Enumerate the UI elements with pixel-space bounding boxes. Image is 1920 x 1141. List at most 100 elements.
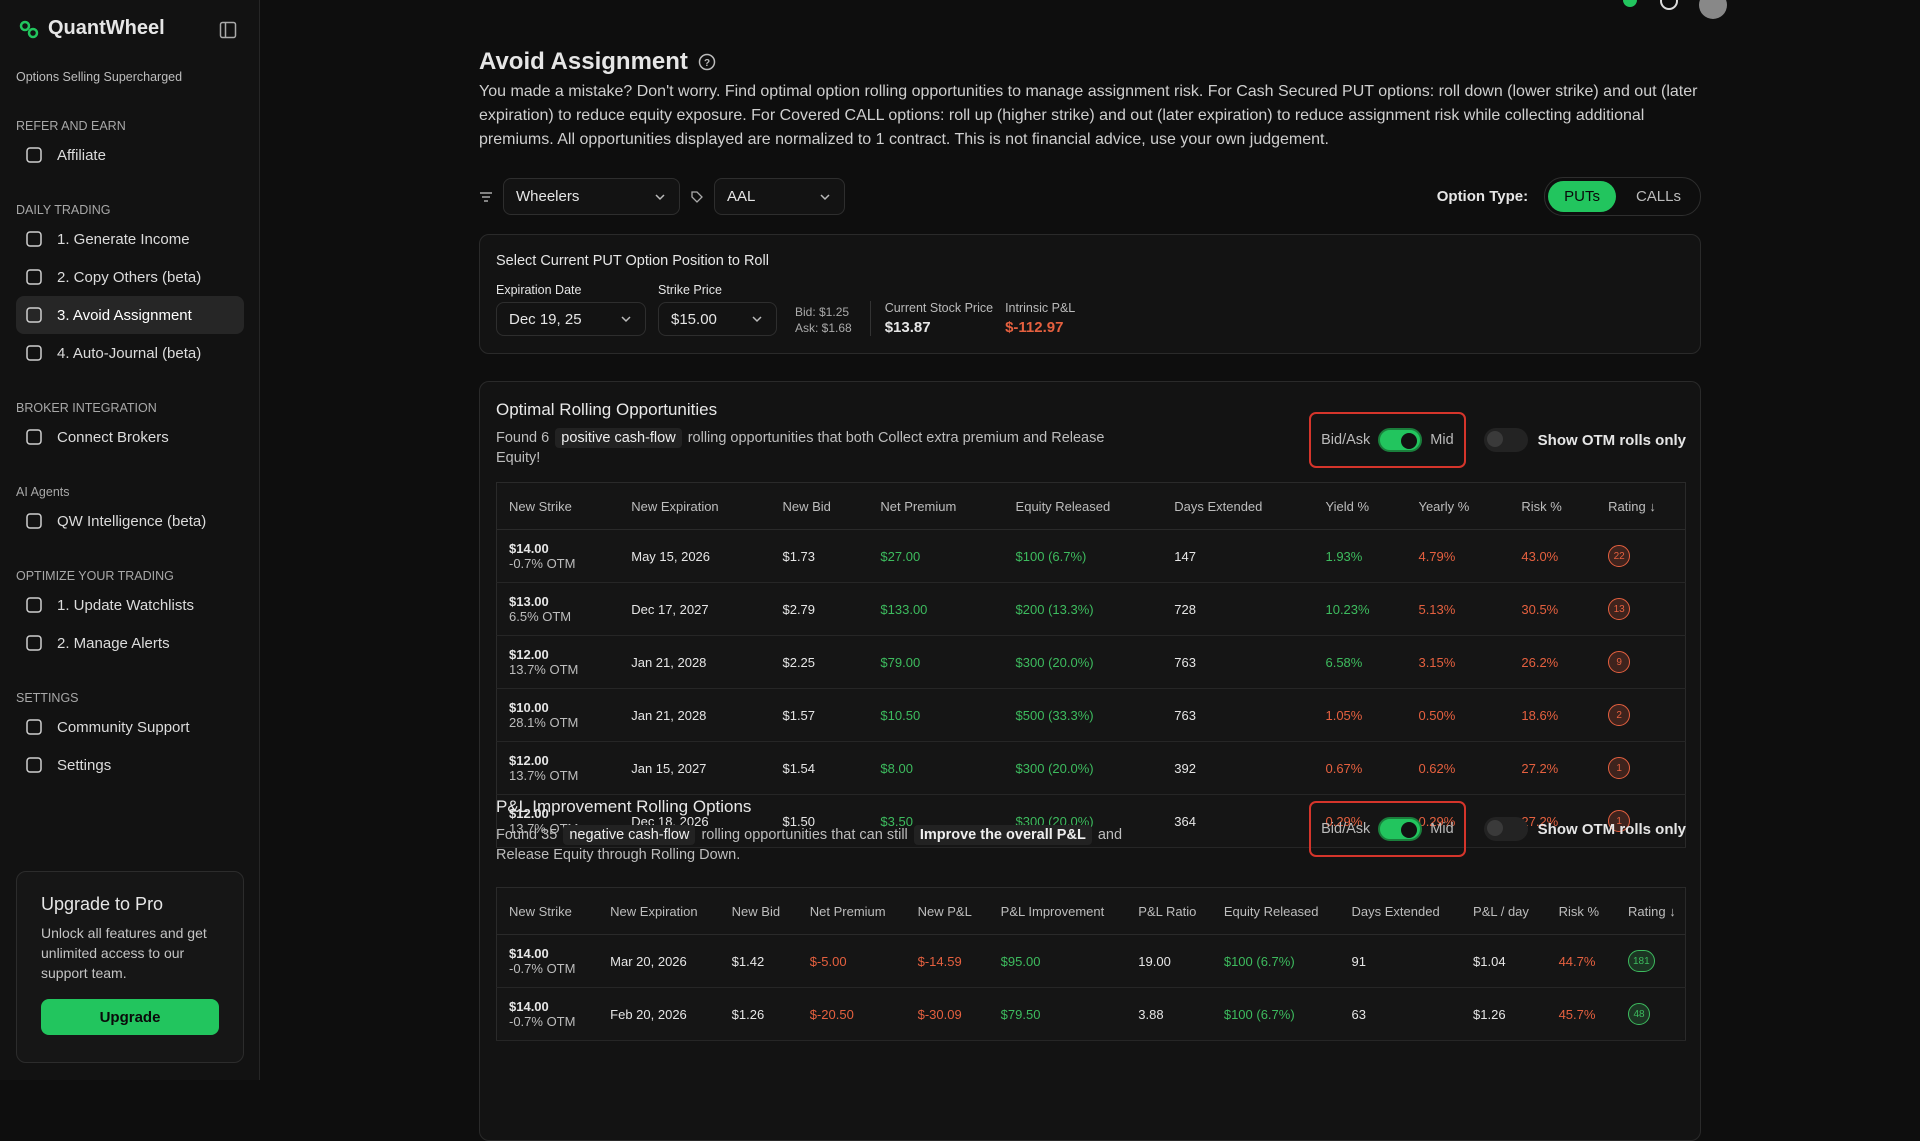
rating-badge: 181 [1628,950,1655,972]
column-header[interactable]: New Strike [497,888,599,935]
otm-percent: 6.5% OTM [509,609,618,624]
avatar[interactable] [1698,0,1728,20]
nav-item[interactable]: 3. Avoid Assignment [16,296,244,334]
dropdown-value: Dec 19, 25 [509,311,582,328]
cell: Jan 21, 2028 [619,636,770,689]
rating-cell: 48 [1616,988,1686,1041]
help-icon[interactable]: ? [698,53,716,71]
column-header[interactable]: Risk % [1547,888,1616,935]
section-title: REFER AND EARN [16,118,244,134]
column-header[interactable]: Net Premium [798,888,906,935]
option-type-button[interactable]: CALLs [1620,181,1697,212]
table-row[interactable]: $14.00-0.7% OTMMar 20, 2026$1.42$-5.00$-… [497,935,1686,988]
column-header[interactable]: Risk % [1509,483,1596,530]
column-header[interactable]: New Strike [497,483,620,530]
cell: $27.00 [868,530,1003,583]
nav-item[interactable]: 2. Manage Alerts [16,624,244,662]
switch[interactable] [1484,817,1528,841]
column-header[interactable]: Equity Released [1004,483,1163,530]
column-header[interactable]: New P&L [906,888,989,935]
summary-text: Found 6 [496,430,549,446]
nav-icon [25,718,43,736]
column-header[interactable]: Rating ↓ [1596,483,1685,530]
switch[interactable] [1484,428,1528,452]
nav-label: 4. Auto-Journal (beta) [57,345,201,362]
position-panel: Select Current PUT Option Position to Ro… [479,234,1701,354]
cell: $1.57 [770,689,868,742]
column-header[interactable]: New Bid [720,888,798,935]
switch[interactable] [1378,428,1422,452]
column-header[interactable]: Yield % [1313,483,1406,530]
brand-name: QuantWheel [48,17,165,40]
price-toggle: Bid/AskMid [1309,412,1466,468]
column-header[interactable]: New Expiration [619,483,770,530]
switch[interactable] [1378,817,1422,841]
nav-item[interactable]: Affiliate [16,136,244,174]
nav-item[interactable]: 2. Copy Others (beta) [16,258,244,296]
column-header[interactable]: P&L Improvement [989,888,1127,935]
option-type-button[interactable]: PUTs [1548,181,1616,212]
nav-icon [25,344,43,362]
upgrade-button[interactable]: Upgrade [41,999,219,1035]
column-header[interactable]: P&L / day [1461,888,1547,935]
column-header[interactable]: P&L Ratio [1126,888,1212,935]
column-header[interactable]: New Bid [770,483,868,530]
table-row[interactable]: $10.0028.1% OTMJan 21, 2028$1.57$10.50$5… [497,689,1686,742]
refresh-icon[interactable] [1658,0,1680,12]
app: QuantWheel Options Selling Supercharged RE… [0,0,1920,1080]
nav-icon [25,146,43,164]
nav-item[interactable]: Connect Brokers [16,418,244,456]
strike: $13.00 [509,594,618,609]
table-row[interactable]: $12.0013.7% OTMJan 15, 2027$1.54$8.00$30… [497,742,1686,795]
column-header[interactable]: Yearly % [1406,483,1509,530]
dropdown[interactable]: Dec 19, 25 [496,302,646,336]
upgrade-card: Upgrade to ProUnlock all features and ge… [16,871,244,1063]
nav-section: BROKER INTEGRATIONConnect Brokers [16,400,244,456]
status-icon[interactable] [1620,0,1640,10]
toggle-label: Show OTM rolls only [1538,432,1686,449]
collapse-button[interactable] [219,21,237,44]
column-header[interactable]: Equity Released [1212,888,1340,935]
dropdown-value: AAL [727,188,755,205]
dropdown[interactable]: Wheelers [503,178,680,215]
nav-label: 1. Generate Income [57,231,190,248]
svg-text:?: ? [704,58,710,69]
tagline: Options Selling Supercharged [16,70,182,84]
cell: $79.00 [868,636,1003,689]
table-row[interactable]: $12.0013.7% OTMJan 21, 2028$2.25$79.00$3… [497,636,1686,689]
cell: 5.13% [1406,583,1509,636]
nav-item[interactable]: 4. Auto-Journal (beta) [16,334,244,372]
column-header[interactable]: Days Extended [1340,888,1462,935]
cell: 63 [1340,988,1462,1041]
table-row[interactable]: $14.00-0.7% OTMMay 15, 2026$1.73$27.00$1… [497,530,1686,583]
rolls-table: New StrikeNew ExpirationNew BidNet Premi… [496,887,1686,1041]
section-info: Optimal Rolling OpportunitiesFound 6 pos… [496,400,1136,468]
nav-item[interactable]: Community Support [16,708,244,746]
cell: 91 [1340,935,1462,988]
nav-item[interactable]: 1. Update Watchlists [16,586,244,624]
nav-item[interactable]: 1. Generate Income [16,220,244,258]
nav-item[interactable]: Settings [16,746,244,784]
cell: 763 [1162,636,1313,689]
cell: $100 (6.7%) [1004,530,1163,583]
dropdown[interactable]: $15.00 [658,302,777,336]
nav-item[interactable]: QW Intelligence (beta) [16,502,244,540]
cell: 1.93% [1313,530,1406,583]
column-header[interactable]: Days Extended [1162,483,1313,530]
chevron [750,312,764,326]
cell: $200 (13.3%) [1004,583,1163,636]
chevron [818,190,832,204]
section-title: Optimal Rolling Opportunities [496,400,1136,420]
column-header[interactable]: New Expiration [598,888,720,935]
strike-cell: $12.0013.7% OTM [497,636,620,689]
quotes: Bid: $1.25Ask: $1.68 [795,304,852,336]
dropdown[interactable]: AAL [714,178,845,215]
table-row[interactable]: $14.00-0.7% OTMFeb 20, 2026$1.26$-20.50$… [497,988,1686,1041]
section-header: Optimal Rolling OpportunitiesFound 6 pos… [496,400,1686,468]
nav-icon [25,512,43,530]
column-header[interactable]: Rating ↓ [1616,888,1686,935]
table-row[interactable]: $13.006.5% OTMDec 17, 2027$2.79$133.00$2… [497,583,1686,636]
cell: $1.26 [720,988,798,1041]
quote: Ask: $1.68 [795,320,852,336]
column-header[interactable]: Net Premium [868,483,1003,530]
